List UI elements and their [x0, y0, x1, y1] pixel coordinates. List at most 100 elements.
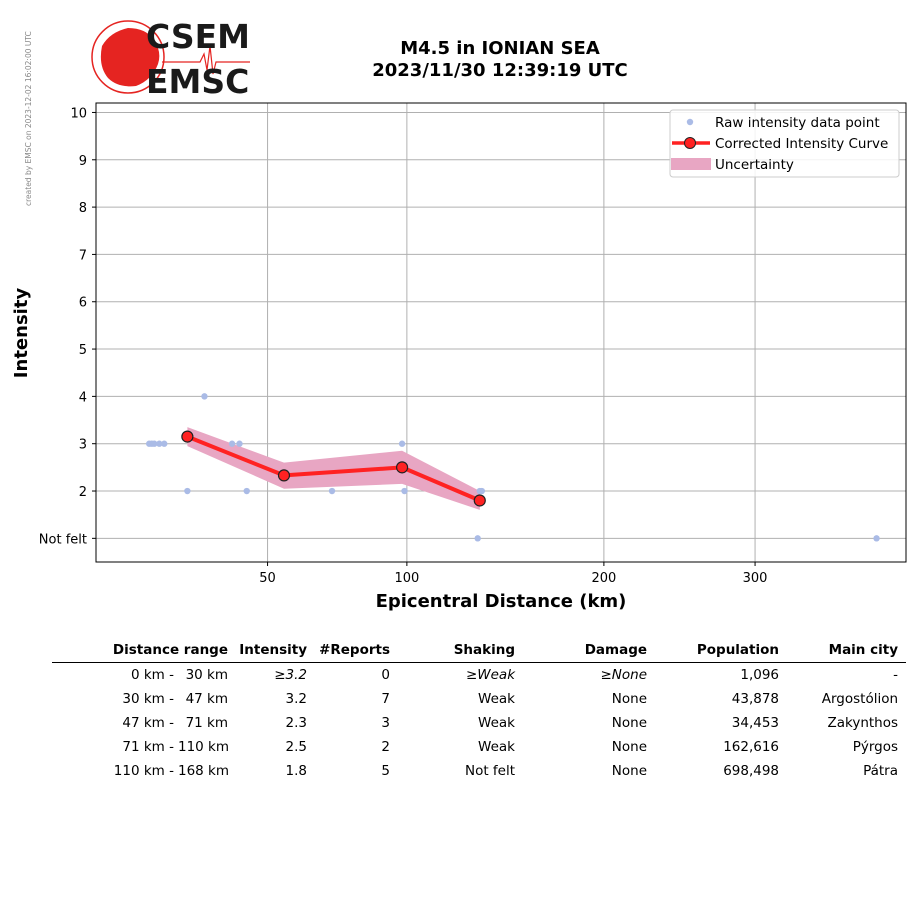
cell-population: 698,498 — [723, 763, 780, 779]
raw-data-point — [201, 393, 208, 400]
cell-distance-from: 110 km - — [113, 763, 174, 779]
header-intensity: Intensity — [236, 640, 316, 663]
cell-intensity: 2.3 — [285, 715, 308, 731]
cell-damage: None — [611, 763, 648, 779]
raw-data-point — [236, 440, 243, 447]
header-damage: Damage — [523, 640, 656, 663]
chart-title-line1: M4.5 in IONIAN SEA — [400, 38, 600, 59]
raw-data-point — [161, 440, 168, 447]
raw-data-point — [478, 487, 486, 495]
cell-main-city: - — [893, 667, 899, 683]
legend: Raw intensity data point Corrected Inten… — [669, 109, 900, 178]
raw-data-point — [228, 440, 236, 447]
curve-point — [395, 461, 409, 474]
logo-text-csem: CSEM — [146, 17, 250, 56]
raw-data-point — [156, 440, 163, 447]
cell-damage: None — [611, 739, 648, 755]
cell-distance-from: 0 km - — [130, 667, 174, 683]
cell-main-city: Zakynthos — [827, 715, 899, 731]
raw-data-point — [184, 487, 191, 495]
cell-intensity: 1.8 — [285, 763, 308, 779]
uncertainty-layer — [187, 427, 480, 510]
cell-shaking: Not felt — [464, 763, 516, 779]
cell-distance-from: 30 km - — [122, 691, 174, 707]
cell-population: 34,453 — [731, 715, 780, 731]
logo-globe-map — [100, 28, 160, 87]
cell-reports: 2 — [381, 739, 391, 755]
cell-population: 162,616 — [723, 739, 780, 755]
header-shaking: Shaking — [398, 640, 524, 663]
raw-data-point — [243, 487, 250, 495]
legend-uncertainty-swatch — [671, 158, 711, 170]
corrected-intensity-line — [186, 434, 481, 503]
legend-box — [669, 109, 900, 178]
x-tick-label: 50 — [259, 571, 276, 586]
logo-text-emsc: EMSC — [146, 62, 249, 98]
table-body: 0 km - 30 km ≥3.2 0 ≥Weak ≥None 1,096 - 30 km - 4… — [52, 663, 906, 784]
x-tick-label: 300 — [743, 571, 768, 586]
logo-globe-circle — [91, 20, 165, 94]
header-main-city: Main city — [787, 640, 907, 663]
curve-point — [277, 469, 291, 482]
cell-main-city: Pýrgos — [852, 739, 899, 755]
raw-data-point — [151, 440, 158, 447]
cell-distance-to: 71 km — [185, 715, 229, 731]
watermark-text: created by EMSC on 2023-12-02 16:02:00 U… — [24, 31, 33, 206]
cell-reports: 3 — [381, 715, 391, 731]
cell-distance-to: 168 km — [178, 763, 230, 779]
cell-distance-from: 47 km - — [122, 715, 174, 731]
cell-main-city: Argostólion — [821, 691, 899, 707]
table-row: 71 km -110 km 2.5 2 Weak None 162,616 Pýrgos — [52, 735, 906, 759]
raw-data-point — [328, 487, 336, 495]
cell-shaking: Weak — [478, 691, 516, 707]
curve-point — [181, 430, 194, 443]
intensity-table: Distance range Intensity #Reports Shakin… — [52, 640, 907, 784]
y-tick-label: 9 — [79, 154, 87, 169]
y-tick-label: 8 — [79, 201, 87, 216]
cell-damage: None — [611, 715, 648, 731]
legend-curve-marker — [684, 137, 696, 149]
cell-reports: 0 — [381, 667, 391, 683]
raw-data-point — [873, 535, 880, 542]
table-row: 47 km - 71 km 2.3 3 Weak None 34,453 Zakynthos — [52, 711, 906, 735]
y-tick-label: 10 — [70, 106, 87, 121]
header-distance-range: Distance range — [52, 640, 237, 663]
curve-point — [473, 494, 486, 507]
cell-population: 43,878 — [731, 691, 780, 707]
cell-shaking: ≥Weak — [465, 667, 516, 683]
cell-shaking: Weak — [478, 715, 516, 731]
cell-reports: 5 — [381, 763, 391, 779]
raw-data-point — [401, 487, 408, 495]
y-axis-label: Intensity — [11, 288, 32, 379]
x-tick-label: 100 — [394, 571, 419, 586]
y-tick-label: 7 — [79, 248, 87, 263]
cell-intensity: 2.5 — [285, 739, 308, 755]
cell-distance-to: 30 km — [185, 667, 229, 683]
chart-title: M4.5 in IONIAN SEA 2023/11/30 12:39:19 U… — [300, 38, 700, 82]
plot-frame — [95, 102, 907, 563]
raw-data-point — [474, 535, 481, 542]
y-tick-label: Not felt — [39, 532, 87, 547]
watermark: created by EMSC on 2023-12-02 16:02:00 U… — [24, 31, 33, 206]
cell-intensity: 3.2 — [285, 691, 308, 707]
header-population: Population — [655, 640, 788, 663]
x-tick-label: 200 — [591, 571, 616, 586]
y-tick-label: 6 — [79, 296, 87, 311]
y-tick-label: 5 — [79, 343, 87, 358]
cell-distance-from: 71 km - — [122, 739, 174, 755]
cell-damage: None — [611, 691, 648, 707]
table-row: 0 km - 30 km ≥3.2 0 ≥Weak ≥None 1,096 - — [52, 663, 906, 688]
legend-curve-label: Corrected Intensity Curve — [715, 136, 888, 152]
cell-distance-to: 110 km — [178, 739, 230, 755]
raw-data-point — [398, 440, 406, 447]
raw-points-layer — [145, 393, 880, 542]
x-axis-label: Epicentral Distance (km) — [376, 591, 627, 612]
cell-distance-to: 47 km — [185, 691, 229, 707]
table-row: 30 km - 47 km 3.2 7 Weak None 43,878 Argostólio… — [52, 687, 906, 711]
chart-title-line2: 2023/11/30 12:39:19 UTC — [372, 60, 628, 81]
logo-seismogram — [162, 45, 250, 75]
cell-shaking: Weak — [478, 739, 516, 755]
y-tick-label: 2 — [79, 485, 87, 500]
cell-population: 1,096 — [740, 667, 780, 683]
legend-raw-marker — [686, 118, 694, 126]
